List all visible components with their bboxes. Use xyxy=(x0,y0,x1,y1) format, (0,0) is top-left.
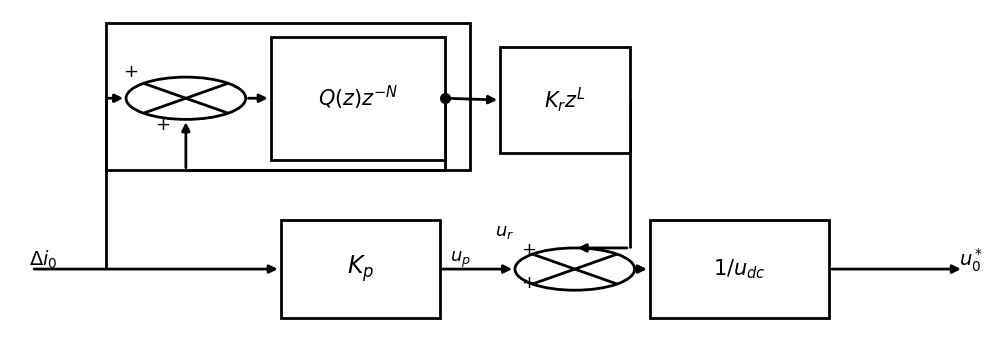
Text: $+$: $+$ xyxy=(155,116,171,134)
Text: $+$: $+$ xyxy=(521,274,536,292)
Text: $u_r$: $u_r$ xyxy=(495,223,515,241)
Text: $u_p$: $u_p$ xyxy=(450,250,471,271)
Text: $+$: $+$ xyxy=(123,63,139,81)
Bar xyxy=(281,220,440,318)
Bar xyxy=(500,47,630,153)
Text: $u_0^*$: $u_0^*$ xyxy=(959,247,983,274)
Bar xyxy=(271,37,445,160)
Text: $\Delta i_0$: $\Delta i_0$ xyxy=(29,249,58,272)
Bar xyxy=(106,22,470,170)
Text: $K_p$: $K_p$ xyxy=(347,254,374,284)
Text: $+$: $+$ xyxy=(521,241,536,259)
Text: $K_r z^{L}$: $K_r z^{L}$ xyxy=(544,86,586,114)
Bar xyxy=(650,220,829,318)
Text: $Q(z)z^{-N}$: $Q(z)z^{-N}$ xyxy=(318,84,398,112)
Text: $1/u_{dc}$: $1/u_{dc}$ xyxy=(713,257,766,281)
